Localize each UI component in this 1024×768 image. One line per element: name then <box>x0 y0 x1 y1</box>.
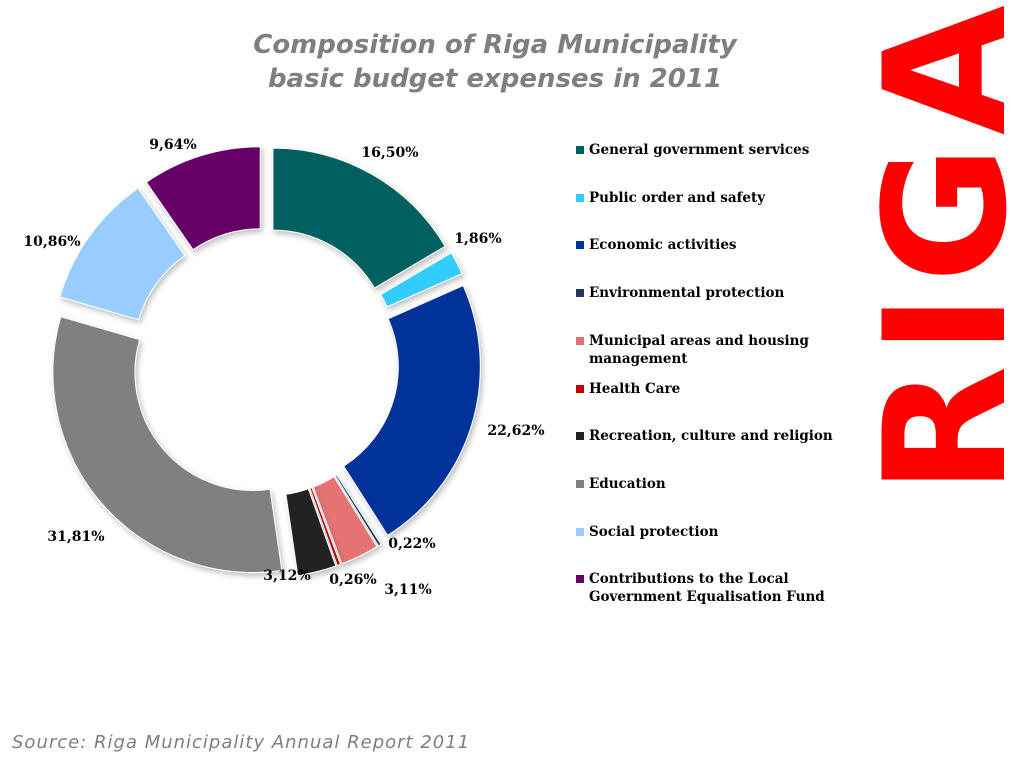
legend-label: Contributions to the Local Government Eq… <box>589 571 825 606</box>
donut-slice <box>272 147 446 289</box>
donut-slice <box>334 474 382 547</box>
legend-swatch <box>576 575 584 584</box>
legend-item: Environmental protection <box>576 284 876 302</box>
title-line-2: basic budget expenses in 2011 <box>267 64 723 94</box>
legend-label: Economic activities <box>589 237 737 254</box>
legend-swatch <box>576 241 584 250</box>
legend-swatch <box>576 479 584 488</box>
legend-swatch <box>576 146 584 154</box>
chart-title: Composition of Riga Municipality basic b… <box>200 28 790 96</box>
data-label: 10,86% <box>23 234 80 250</box>
data-label: 31,81% <box>47 529 104 545</box>
legend-item: Recreation, culture and religion <box>576 427 876 445</box>
legend-swatch <box>576 193 584 202</box>
data-label: 9,64% <box>149 137 196 153</box>
legend-item: Economic activities <box>576 236 876 254</box>
legend-swatch <box>576 432 584 441</box>
donut-slice <box>342 284 481 537</box>
legend-label: Social protection <box>589 523 719 540</box>
legend-swatch <box>576 289 584 298</box>
donut-slice <box>380 252 463 308</box>
legend-label: General government services <box>589 142 810 158</box>
legend-label: Municipal areas and housing management <box>589 332 809 367</box>
legend-item: Municipal areas and housing management <box>576 332 876 368</box>
legend-label: Education <box>589 475 666 492</box>
donut-slice <box>312 476 378 565</box>
donut-slice <box>309 486 342 567</box>
legend-label: Public order and safety <box>589 189 766 206</box>
legend-swatch <box>576 527 584 536</box>
legend-label: Environmental protection <box>589 285 785 302</box>
legend-swatch <box>576 336 584 345</box>
legend-swatch <box>576 384 584 393</box>
data-label: 3,11% <box>384 582 431 598</box>
legend-label: Health Care <box>589 380 681 397</box>
chart-slices <box>52 146 481 576</box>
data-label: 0,22% <box>388 536 435 552</box>
donut-slice <box>52 316 283 573</box>
data-label: 22,62% <box>487 423 544 439</box>
data-label: 3,12% <box>263 568 310 584</box>
source-note: Source: Riga Municipality Annual Report … <box>12 732 471 753</box>
legend-item: Education <box>576 475 876 493</box>
donut-slice <box>59 187 186 321</box>
legend-item: Public order and safety <box>576 189 876 207</box>
chart-data-labels: 16,50% 1,86% 22,62% 0,22% 3,11% 0,26% 3,12% 31,… <box>23 137 544 598</box>
legend-item: Contributions to the Local Government Eq… <box>576 570 876 606</box>
legend-item: Social protection <box>576 523 876 541</box>
data-label: 0,26% <box>329 572 376 588</box>
legend-item: Health Care <box>576 380 876 398</box>
donut-slice <box>285 488 337 576</box>
legend-label: Recreation, culture and religion <box>589 428 833 445</box>
data-label: 16,50% <box>361 145 418 161</box>
donut-slice <box>145 146 261 251</box>
data-label: 1,86% <box>454 231 501 247</box>
legend-item: General government services <box>576 141 876 159</box>
title-line-1: Composition of Riga Municipality <box>253 30 737 60</box>
